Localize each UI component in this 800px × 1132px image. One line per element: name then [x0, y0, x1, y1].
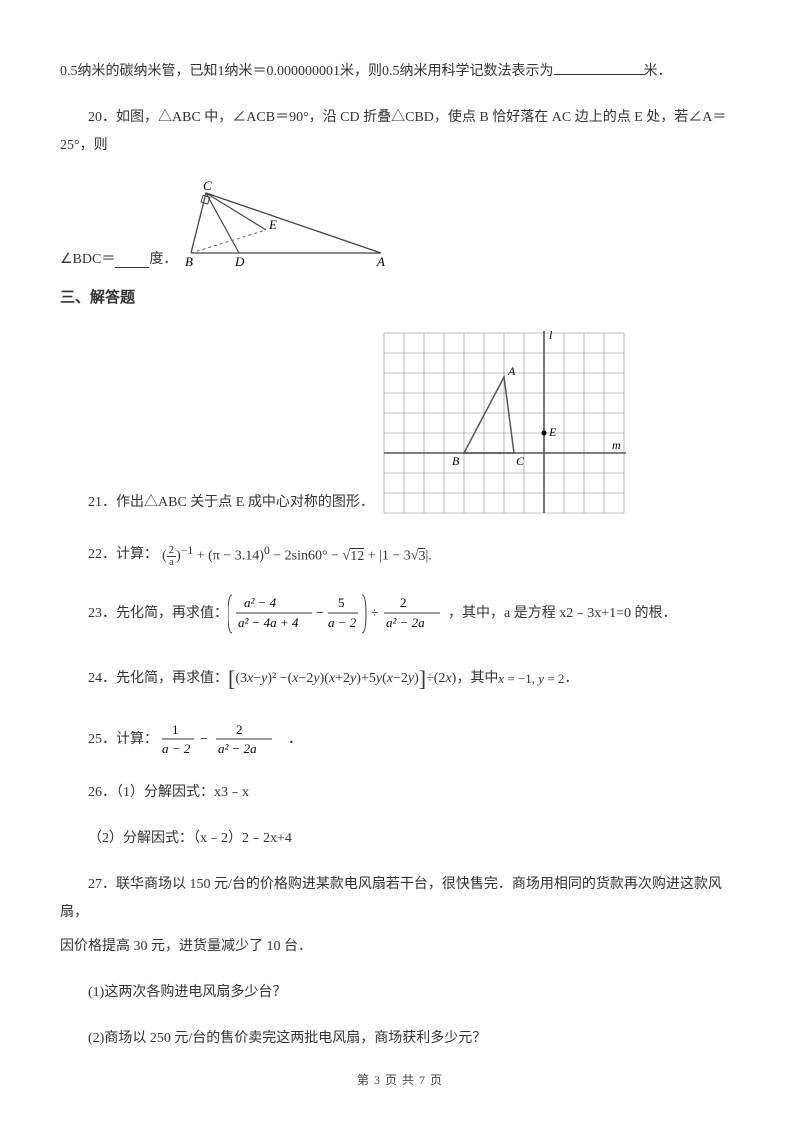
- q21-text: 21．作出△ABC 关于点 E 成中心对称的图形．: [60, 489, 374, 517]
- q22-label: 22．计算：: [88, 541, 158, 569]
- q24-line: 24．先化简，再求值： [(3x−y)² −(x−2y)(x+2y)+5y(x−…: [60, 657, 740, 701]
- q20-triangle-diagram: C E B D A: [171, 178, 401, 268]
- section-3-title: 三、解答题: [60, 286, 740, 307]
- q25-formula: 1 a − 2 − 2 a² − 2a: [158, 719, 288, 761]
- svg-text:2: 2: [400, 595, 407, 610]
- q27-p1: 27．联华商场以 150 元/台的价格购进某款电风扇若干台，很快售完．商场用相同…: [60, 871, 740, 927]
- q21-row: 21．作出△ABC 关于点 E 成中心对称的图形． l m A B C E: [60, 329, 740, 517]
- svg-text:1: 1: [172, 722, 179, 737]
- q19-text-b: 纳米＝: [225, 64, 267, 79]
- svg-text:m: m: [612, 438, 621, 452]
- q27-p2: 因价格提高 30 元，进货量减少了 10 台．: [60, 933, 740, 961]
- q26-b: （2）分解因式：（x﹣2）2﹣2x+4: [60, 825, 740, 853]
- svg-text:5: 5: [338, 595, 345, 610]
- q19-val-b: 1: [218, 58, 225, 86]
- q24-label: 24．先化简，再求值：: [88, 665, 228, 693]
- q22-line: 22．计算： (2a)−1 + (π − 3.14)0 − 2sin60° − …: [60, 539, 740, 571]
- svg-text:a² − 2a: a² − 2a: [386, 615, 425, 630]
- q20-text-b: ∠BDC＝: [60, 248, 115, 268]
- q22-formula: (2a)−1 + (π − 3.14)0 − 2sin60° − √12 + |…: [162, 539, 432, 571]
- q24-tail-b: x = −1, y = 2: [498, 666, 564, 692]
- svg-text:−: −: [316, 606, 324, 621]
- svg-text:2: 2: [236, 722, 243, 737]
- q21-grid-diagram: l m A B C E: [380, 329, 628, 517]
- q19-val-c: 0.000000001: [267, 58, 341, 86]
- q19-line: 0.5纳米的碳纳米管，已知1纳米＝0.000000001米，则0.5纳米用科学记…: [60, 58, 740, 86]
- q23-line: 23．先化简，再求值： a² − 4 a² − 4a + 4 − 5 a − 2…: [60, 589, 740, 639]
- svg-text:B: B: [185, 254, 193, 268]
- svg-text:E: E: [268, 217, 277, 232]
- q19-blank[interactable]: [554, 61, 644, 75]
- svg-text:l: l: [549, 329, 553, 342]
- q27-q1: (1)这两次各购进电风扇多少台？: [60, 979, 740, 1007]
- svg-text:C: C: [203, 178, 212, 193]
- svg-text:a − 2: a − 2: [162, 741, 191, 756]
- q19-text-e: 米．: [644, 64, 672, 79]
- q25-label: 25．计算：: [88, 726, 158, 754]
- q19-text-c: 米，则: [340, 64, 382, 79]
- q25-tail: ．: [288, 726, 302, 754]
- q27-q2: (2)商场以 250 元/台的售价卖完这两批电风扇，商场获利多少元？: [60, 1025, 740, 1053]
- q23-label: 23．先化简，再求值：: [88, 600, 228, 628]
- q19-val-d: 0.5: [382, 58, 400, 86]
- svg-text:D: D: [234, 254, 245, 268]
- q23-formula: a² − 4 a² − 4a + 4 − 5 a − 2 ÷ 2 a² − 2a: [228, 589, 448, 639]
- svg-text:a² − 4a + 4: a² − 4a + 4: [238, 615, 299, 630]
- q24-tail-a: ，其中: [456, 665, 498, 693]
- svg-text:a² − 4: a² − 4: [244, 595, 277, 610]
- q24-formula: [(3x−y)² −(x−2y)(x+2y)+5y(x−2y)]÷(2x): [228, 657, 456, 701]
- q20-row: ∠BDC＝ 度． C E B D A: [60, 178, 740, 268]
- q19-text-d: 纳米用科学记数法表示为: [400, 64, 554, 79]
- svg-text:C: C: [516, 454, 525, 468]
- svg-text:a − 2: a − 2: [328, 615, 357, 630]
- q19-text-a: 纳米的碳纳米管，已知: [78, 64, 218, 79]
- q23-tail: ，其中，a 是方程 x2﹣3x+1=0 的根．: [448, 600, 677, 628]
- q20-blank[interactable]: [115, 254, 149, 268]
- q25-line: 25．计算： 1 a − 2 − 2 a² − 2a ．: [60, 719, 740, 761]
- q26-a: 26．（1）分解因式：x3﹣x: [60, 779, 740, 807]
- svg-text:−: −: [200, 732, 208, 747]
- svg-text:E: E: [548, 425, 557, 439]
- page-footer: 第 3 页 共 7 页: [0, 1071, 800, 1088]
- svg-text:÷: ÷: [371, 605, 378, 620]
- svg-text:a² − 2a: a² − 2a: [218, 741, 257, 756]
- q20-text-a: 20．如图，△ABC 中，∠ACB＝90°，沿 CD 折叠△CBD，使点 B 恰…: [60, 104, 740, 160]
- svg-text:A: A: [376, 254, 385, 268]
- q19-val-a: 0.5: [60, 58, 78, 86]
- svg-text:A: A: [507, 364, 516, 378]
- q24-tail-c: ．: [564, 665, 578, 693]
- svg-text:B: B: [452, 454, 460, 468]
